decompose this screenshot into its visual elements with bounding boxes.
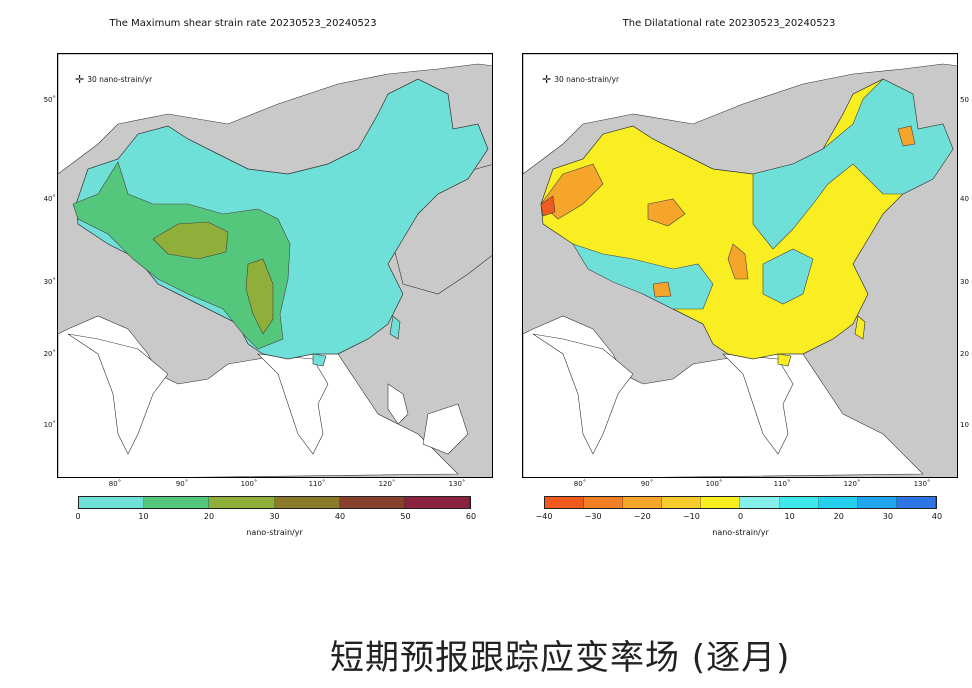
- dilatation-colorbar-swatch: [662, 497, 702, 508]
- lat-label: 30˚: [43, 278, 56, 286]
- lon-label: 110˚: [308, 480, 326, 488]
- dilatation-colorbar-swatch: [857, 497, 897, 508]
- shear-colorbar-tick: 20: [203, 512, 215, 521]
- dilatation-colorbar-ticks: −40 −30 −20 −10 0 10 20 30 40: [536, 512, 943, 524]
- shear-colorbar-swatch: [79, 497, 145, 508]
- vector-scale-text: 30 nano-strain/yr: [87, 75, 153, 84]
- lon-label: 130˚: [913, 480, 931, 488]
- lon-label: 100˚: [705, 480, 723, 488]
- dilatation-map-graphic: [523, 54, 957, 477]
- dilatational-rate-map-panel: The Dilatational rate 20230523_20240523: [486, 0, 972, 560]
- lat-label: 10: [960, 421, 969, 429]
- shear-colorbar-tick: 40: [334, 512, 346, 521]
- lon-label: 90˚: [175, 480, 189, 488]
- lon-label: 80˚: [573, 480, 587, 488]
- shear-colorbar-tick: 30: [269, 512, 280, 521]
- lat-label: 30: [960, 278, 969, 286]
- dilatation-colorbar-swatch: [584, 497, 624, 508]
- shear-colorbar-swatch: [209, 497, 275, 508]
- shear-colorbar-swatch: [144, 497, 210, 508]
- slide-caption: 短期预报跟踪应变率场 (逐月): [330, 638, 791, 678]
- lon-label: 90˚: [640, 480, 654, 488]
- dilatation-map-latitude-labels: 50 40 30 20 10: [960, 53, 972, 478]
- shear-map-longitude-labels: 80˚ 90˚ 100˚ 110˚ 120˚ 130˚: [57, 480, 493, 492]
- shear-colorbar-tick: 0: [75, 512, 81, 521]
- shear-strain-map-panel: The Maximum shear strain rate 20230523_2…: [0, 0, 493, 560]
- vector-scale-legend-right: ✛ 30 nano-strain/yr: [542, 73, 619, 86]
- dilatation-colorbar-tick: 40: [931, 512, 943, 521]
- dilatation-colorbar-tick: −20: [633, 512, 651, 521]
- dilatation-colorbar-tick: −30: [584, 512, 602, 521]
- shear-colorbar-tick: 50: [400, 512, 411, 521]
- lat-label: 40˚: [43, 195, 56, 203]
- lon-label: 120˚: [378, 480, 396, 488]
- vector-scale-legend: ✛ 30 nano-strain/yr: [75, 73, 152, 86]
- dilatation-map-longitude-labels: 80˚ 90˚ 100˚ 110˚ 120˚ 130˚: [522, 480, 958, 492]
- lon-label: 110˚: [773, 480, 791, 488]
- lat-label: 50˚: [43, 96, 56, 104]
- strain-cross-icon: ✛: [542, 73, 552, 86]
- lat-label: 40: [960, 195, 969, 203]
- dilatation-colorbar-swatch: [896, 497, 936, 508]
- shear-map-latitude-labels: 50˚ 40˚ 30˚ 20˚ 10˚: [36, 53, 56, 478]
- dilatation-colorbar-swatch: [740, 497, 780, 508]
- dilatation-colorbar-swatch: [623, 497, 663, 508]
- lon-label: 120˚: [843, 480, 861, 488]
- dilatation-colorbar-tick: 30: [882, 512, 893, 521]
- shear-colorbar-ticks: 0 10 20 30 40 50 60: [75, 512, 476, 524]
- lon-label: 130˚: [448, 480, 466, 488]
- dilatation-colorbar-unit: nano-strain/yr: [712, 528, 769, 537]
- dilatation-colorbar-swatch: [545, 497, 585, 508]
- dilatation-colorbar-tick: 10: [784, 512, 795, 521]
- dilatation-colorbar: [544, 496, 937, 509]
- shear-strain-map: [57, 53, 493, 478]
- shear-map-graphic: [58, 54, 492, 477]
- dilatation-colorbar-tick: −40: [535, 512, 553, 521]
- lat-label: 20˚: [43, 350, 56, 358]
- shear-colorbar-swatch: [274, 497, 340, 508]
- dilatation-map-title: The Dilatational rate 20230523_20240523: [622, 18, 836, 29]
- lat-label: 10˚: [43, 421, 56, 429]
- lat-label: 20: [960, 350, 969, 358]
- dilatational-rate-map: [522, 53, 958, 478]
- dilatation-colorbar-swatch: [779, 497, 819, 508]
- shear-colorbar-swatch: [339, 497, 405, 508]
- lon-label: 100˚: [240, 480, 258, 488]
- dilatation-colorbar-tick: −10: [682, 512, 700, 521]
- lon-label: 80˚: [108, 480, 122, 488]
- shear-colorbar-swatch: [404, 497, 471, 508]
- dilatation-colorbar-swatch: [701, 497, 741, 508]
- strain-cross-icon: ✛: [75, 73, 85, 86]
- shear-map-title: The Maximum shear strain rate 20230523_2…: [109, 18, 377, 29]
- lat-label: 50: [960, 96, 969, 104]
- dilatation-colorbar-tick: 0: [737, 512, 744, 521]
- vector-scale-text: 30 nano-strain/yr: [554, 75, 620, 84]
- dilatation-colorbar-tick: 20: [833, 512, 844, 521]
- shear-colorbar-tick: 10: [138, 512, 149, 521]
- shear-colorbar-tick: 60: [465, 512, 477, 521]
- shear-colorbar-unit: nano-strain/yr: [246, 528, 303, 537]
- shear-colorbar: [78, 496, 471, 509]
- dilatation-colorbar-swatch: [818, 497, 858, 508]
